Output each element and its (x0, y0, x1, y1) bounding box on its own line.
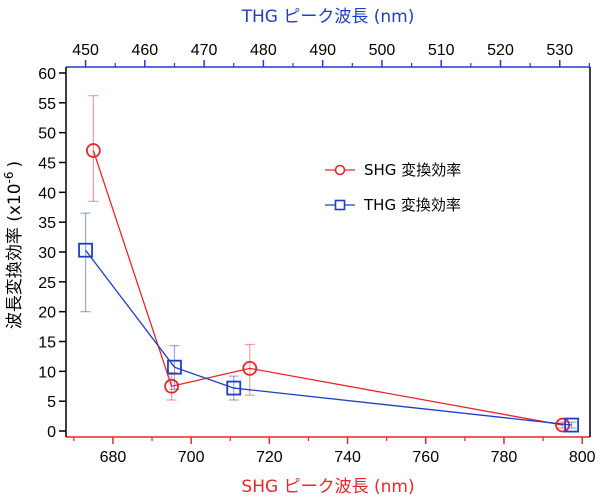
top-tick-label: 460 (131, 42, 158, 59)
top-tick-label: 520 (487, 42, 514, 59)
y-tick-label: 55 (38, 96, 56, 113)
top-tick-label: 510 (428, 42, 455, 59)
y-tick-label: 15 (38, 335, 56, 352)
data-point (564, 417, 580, 433)
svg-text:波長変換効率 (x10-6): 波長変換効率 (x10-6) (2, 161, 25, 329)
top-tick-label: 480 (250, 42, 277, 59)
series-line (85, 249, 572, 426)
y-tick-label: 10 (38, 364, 56, 381)
top-tick-label: 470 (191, 42, 218, 59)
y-axis-title-main: 波長変換効率 (x10 (5, 183, 25, 329)
y-axis-title-close: ) (5, 161, 25, 168)
data-point (242, 360, 258, 376)
legend-marker (334, 164, 346, 176)
y-axis-title: 波長変換効率 (x10-6) (2, 161, 25, 329)
y-tick-label: 40 (38, 185, 56, 202)
bottom-tick-label: 680 (100, 449, 127, 466)
legend-item-2: THG 変換効率 (325, 196, 461, 214)
bottom-tick-label: 760 (412, 449, 439, 466)
y-axis-title-exponent: -6 (2, 171, 16, 183)
bottom-tick-label: 800 (569, 449, 596, 466)
y-tick-label: 0 (47, 424, 56, 441)
series-line (92, 150, 563, 426)
bottom-tick-label: 740 (334, 449, 361, 466)
y-tick-label: 20 (38, 305, 56, 322)
y-tick-label: 50 (38, 126, 56, 143)
y-tick-label: 5 (47, 394, 56, 411)
series-layer (78, 95, 580, 433)
data-point (164, 378, 179, 394)
top-axis-title: THG ピーク波長 (nm) (241, 7, 415, 27)
bottom-tick-label: 780 (491, 449, 518, 466)
y-tick-label: 45 (38, 155, 56, 172)
y-tick-label: 35 (38, 215, 56, 232)
data-point (226, 380, 242, 396)
bottom-tick-label: 720 (256, 449, 283, 466)
legend: SHG 変換効率 THG 変換効率 (325, 161, 461, 214)
data-point (167, 359, 182, 375)
top-tick-label: 490 (309, 42, 336, 59)
data-point (78, 242, 93, 258)
data-point (85, 143, 101, 158)
y-tick-label: 25 (38, 275, 56, 292)
series-1 (85, 95, 571, 433)
legend-label: THG 変換効率 (363, 196, 461, 214)
frame-layer (65, 66, 591, 438)
bottom-axis-title: SHG ピーク波長 (nm) (241, 477, 414, 497)
y-tick-label: 60 (38, 66, 56, 83)
series-2 (78, 212, 580, 433)
bottom-tick-label: 700 (178, 449, 205, 466)
top-tick-label: 530 (546, 42, 573, 59)
legend-label: SHG 変換効率 (364, 161, 461, 179)
legend-marker (334, 199, 346, 211)
top-tick-label: 500 (369, 42, 396, 59)
top-tick-label: 450 (72, 42, 99, 59)
y-tick-label: 30 (38, 245, 56, 262)
legend-item-1: SHG 変換効率 (325, 161, 461, 179)
